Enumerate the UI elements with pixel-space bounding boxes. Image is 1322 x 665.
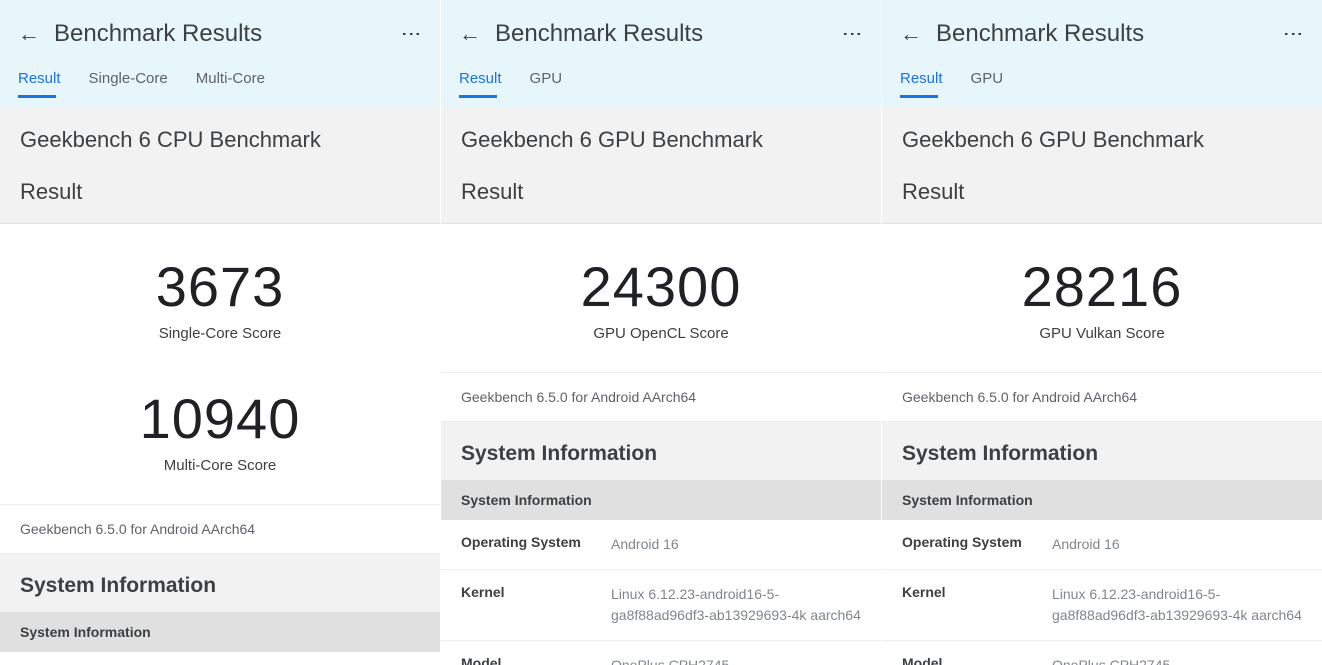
panel-gpu-opencl: ← Benchmark Results ⋮ Result GPU Geekben… (441, 0, 881, 665)
tab-gpu-opencl[interactable]: GPU (530, 70, 563, 97)
sysinfo-title-gpu-opencl: System Information (461, 442, 861, 466)
overflow-menu-icon-cpu[interactable]: ⋮ (399, 24, 424, 45)
benchmark-title-gpu-vulkan: Geekbench 6 GPU Benchmark (902, 127, 1302, 153)
score-block-gpu-vulkan: 28216 GPU Vulkan Score (882, 224, 1322, 373)
score-label-gpu-opencl: GPU OpenCL Score (461, 325, 861, 342)
benchmark-results-app: ← Benchmark Results ⋮ Result Single-Core… (0, 0, 1322, 665)
overflow-menu-icon-gpu-vulkan[interactable]: ⋮ (1281, 24, 1306, 45)
page-title-cpu: Benchmark Results (54, 20, 401, 48)
content-gpu-vulkan[interactable]: Geekbench 6 GPU Benchmark Result 28216 G… (882, 107, 1322, 665)
header-cpu: ← Benchmark Results ⋮ Result Single-Core… (0, 0, 440, 107)
version-line-gpu-opencl: Geekbench 6.5.0 for Android AArch64 (441, 373, 881, 422)
version-line-gpu-vulkan: Geekbench 6.5.0 for Android AArch64 (882, 373, 1322, 422)
benchmark-subtitle-gpu-vulkan: Result (902, 179, 1302, 205)
tab-result-gpu-opencl[interactable]: Result (459, 70, 502, 97)
tab-bar-gpu-vulkan: Result GPU (900, 70, 1304, 107)
info-row-os-cpu: Operating System Android 16 (0, 652, 440, 665)
info-row-os-gpu-vulkan: Operating System Android 16 (882, 520, 1322, 570)
score-label-gpu-vulkan: GPU Vulkan Score (902, 325, 1302, 342)
back-icon[interactable]: ← (900, 23, 922, 45)
tab-result-cpu[interactable]: Result (18, 70, 61, 97)
content-cpu[interactable]: Geekbench 6 CPU Benchmark Result 3673 Si… (0, 107, 440, 665)
tab-bar-cpu: Result Single-Core Multi-Core (18, 70, 422, 107)
back-icon[interactable]: ← (18, 23, 40, 45)
panel-cpu: ← Benchmark Results ⋮ Result Single-Core… (0, 0, 440, 665)
header-gpu-opencl: ← Benchmark Results ⋮ Result GPU (441, 0, 881, 107)
tab-bar-gpu-opencl: Result GPU (459, 70, 863, 107)
info-row-model-gpu-opencl: Model OnePlus CPH2745 (441, 641, 881, 665)
score-label-single-core: Single-Core Score (20, 325, 420, 342)
page-title-gpu-opencl: Benchmark Results (495, 20, 842, 48)
score-label-multi-core: Multi-Core Score (20, 457, 420, 474)
benchmark-title-cpu: Geekbench 6 CPU Benchmark (20, 127, 420, 153)
tab-single-core[interactable]: Single-Core (89, 70, 168, 97)
sysinfo-subheader-gpu-vulkan: System Information (882, 480, 1322, 520)
sysinfo-subheader-cpu: System Information (0, 612, 440, 652)
benchmark-title-gpu-opencl: Geekbench 6 GPU Benchmark (461, 127, 861, 153)
header-gpu-vulkan: ← Benchmark Results ⋮ Result GPU (882, 0, 1322, 107)
sysinfo-title-cpu: System Information (20, 574, 420, 598)
tab-multi-core[interactable]: Multi-Core (196, 70, 265, 97)
overflow-menu-icon-gpu-opencl[interactable]: ⋮ (840, 24, 865, 45)
info-row-model-gpu-vulkan: Model OnePlus CPH2745 (882, 641, 1322, 665)
sysinfo-title-gpu-vulkan: System Information (902, 442, 1302, 466)
score-value-gpu-opencl: 24300 (461, 254, 861, 319)
content-gpu-opencl[interactable]: Geekbench 6 GPU Benchmark Result 24300 G… (441, 107, 881, 665)
sysinfo-subheader-gpu-opencl: System Information (441, 480, 881, 520)
benchmark-subtitle-cpu: Result (20, 179, 420, 205)
score-block-gpu-opencl: 24300 GPU OpenCL Score (441, 224, 881, 373)
back-icon[interactable]: ← (459, 23, 481, 45)
info-row-kernel-gpu-opencl: Kernel Linux 6.12.23-android16-5-ga8f88a… (441, 570, 881, 641)
version-line-cpu: Geekbench 6.5.0 for Android AArch64 (0, 505, 440, 554)
benchmark-subtitle-gpu-opencl: Result (461, 179, 861, 205)
tab-result-gpu-vulkan[interactable]: Result (900, 70, 943, 97)
score-value-gpu-vulkan: 28216 (902, 254, 1302, 319)
panel-gpu-vulkan: ← Benchmark Results ⋮ Result GPU Geekben… (882, 0, 1322, 665)
page-title-gpu-vulkan: Benchmark Results (936, 20, 1283, 48)
info-row-os-gpu-opencl: Operating System Android 16 (441, 520, 881, 570)
info-row-kernel-gpu-vulkan: Kernel Linux 6.12.23-android16-5-ga8f88a… (882, 570, 1322, 641)
score-value-single-core: 3673 (20, 254, 420, 319)
score-value-multi-core: 10940 (20, 386, 420, 451)
tab-gpu-vulkan[interactable]: GPU (971, 70, 1004, 97)
score-block-single-core: 3673 Single-Core Score 10940 Multi-Core … (0, 224, 440, 505)
